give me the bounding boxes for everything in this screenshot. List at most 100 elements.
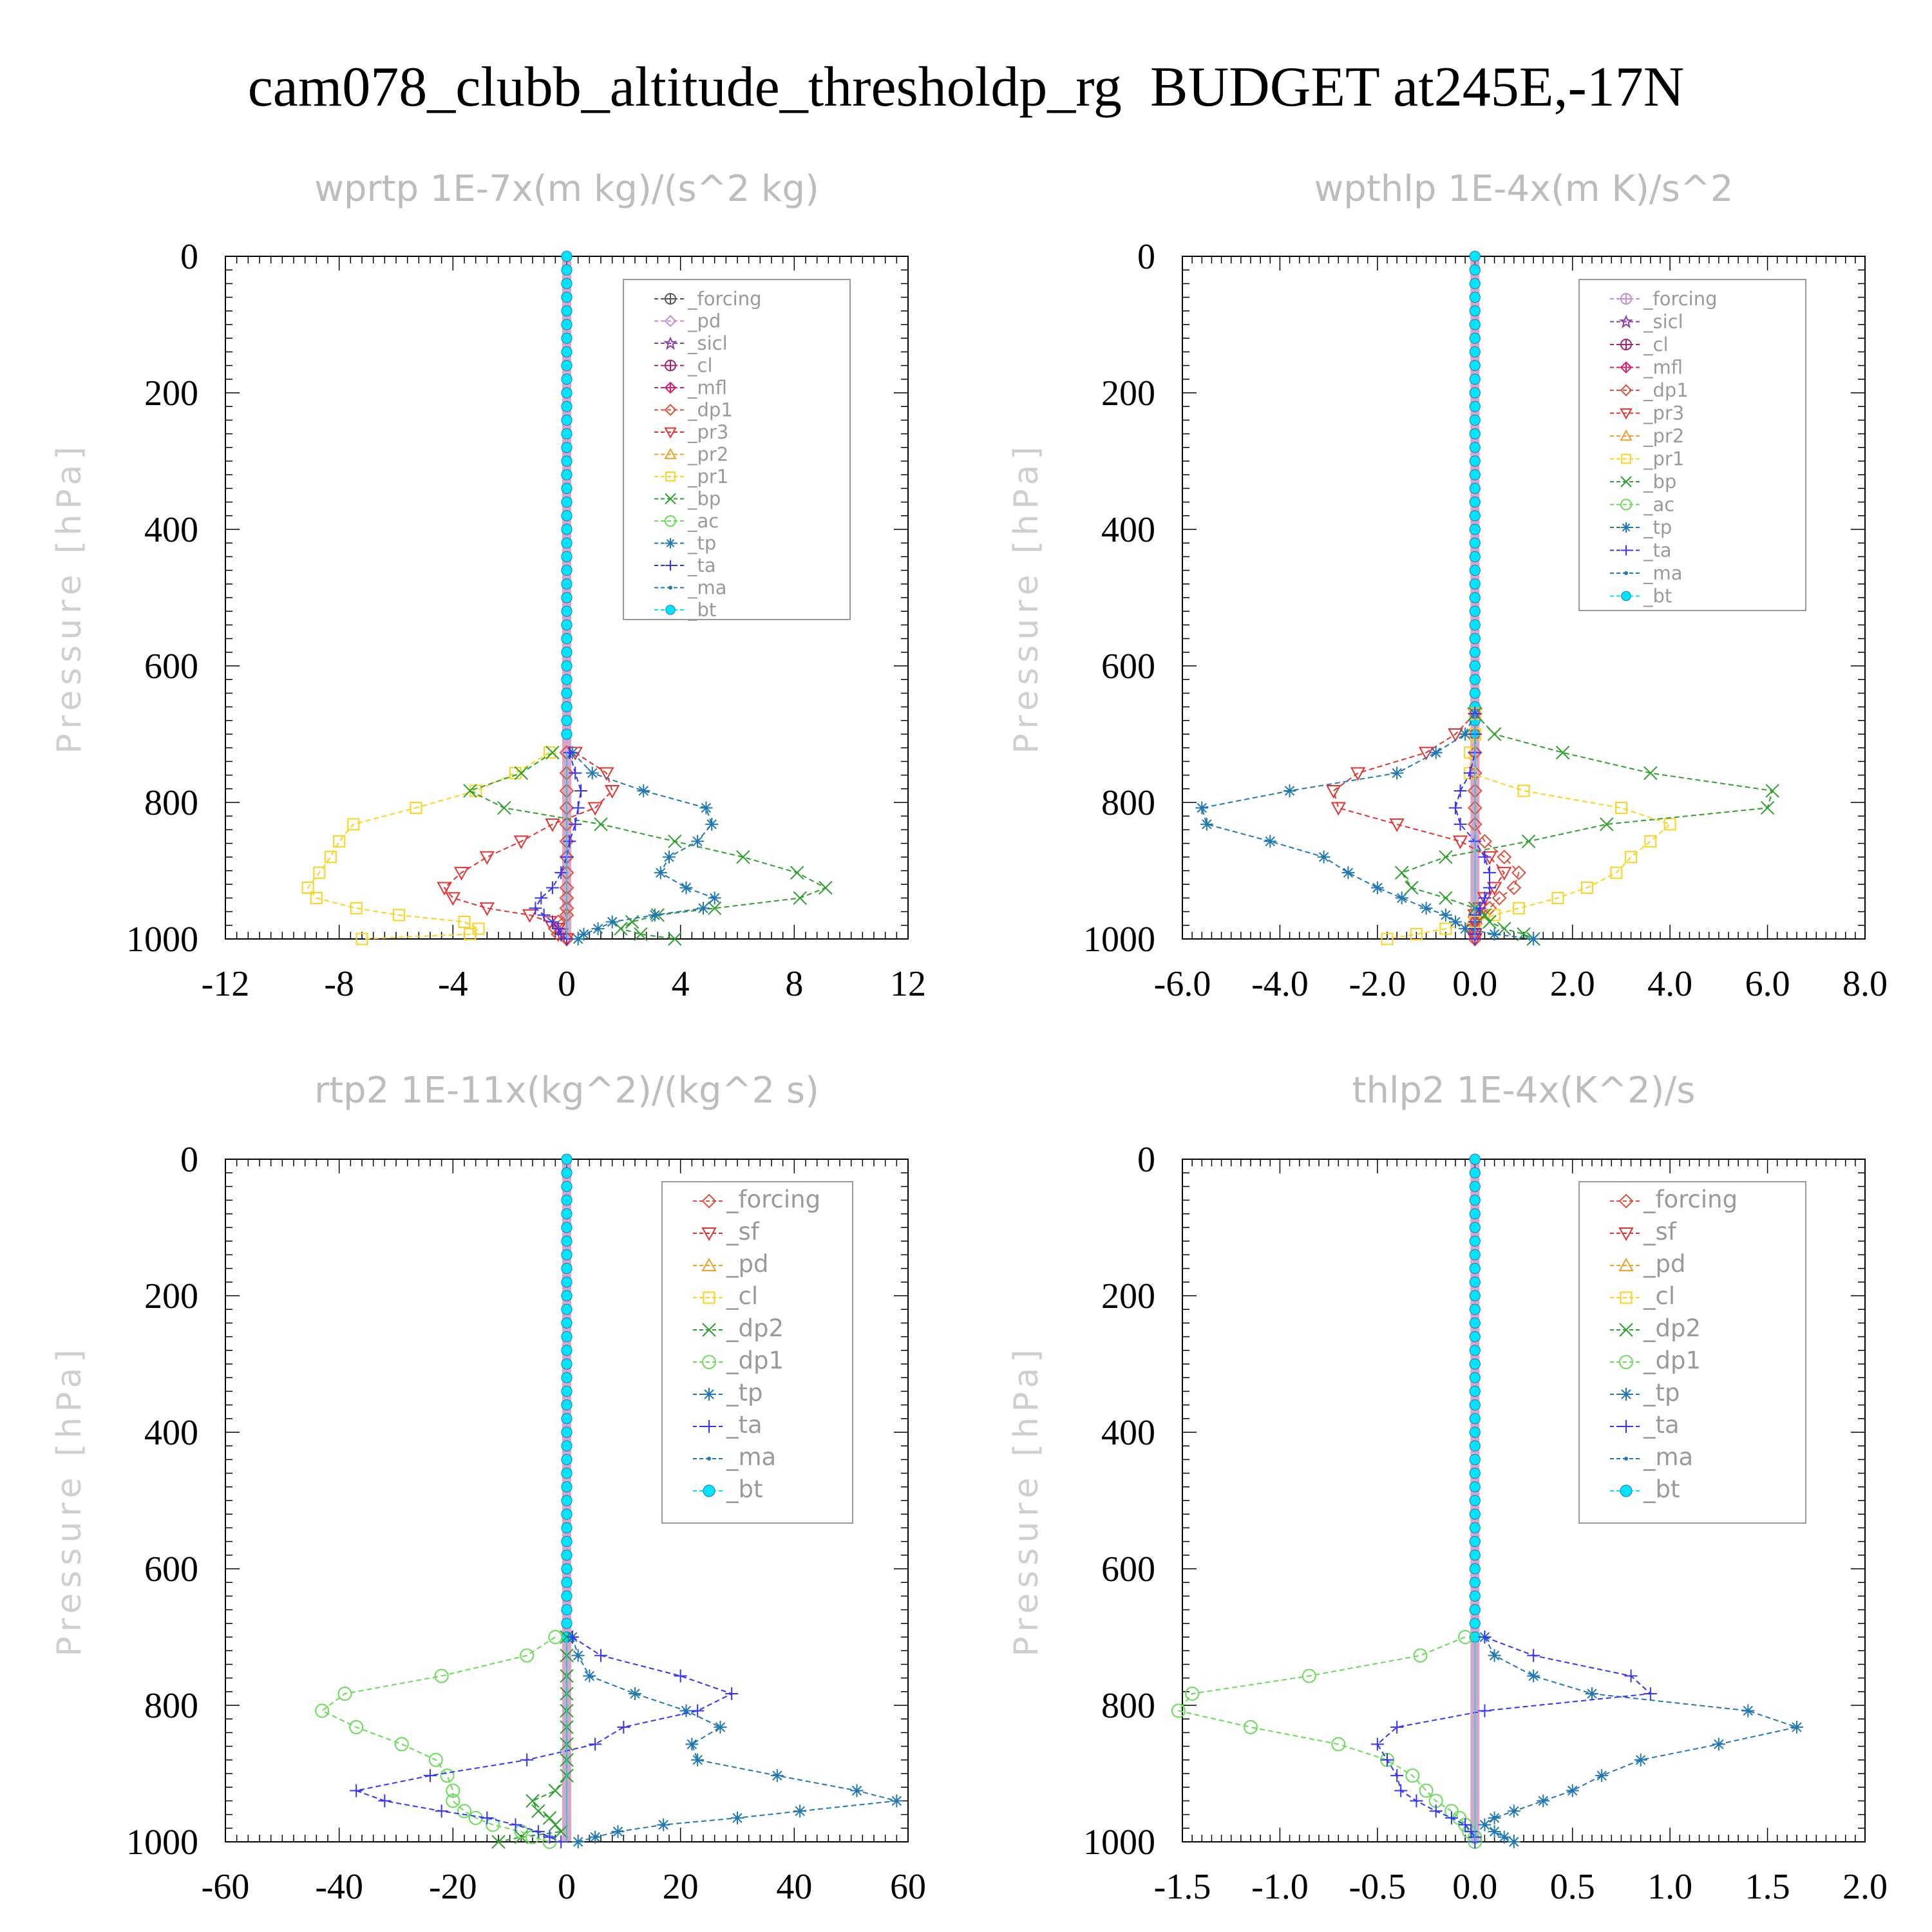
legend-item-cl: _cl — [654, 355, 713, 377]
data-point — [890, 1794, 904, 1808]
data-point — [453, 867, 469, 881]
legend-marker — [703, 1291, 715, 1304]
x-tick-label: -1.0 — [1251, 1867, 1309, 1907]
series-bp — [463, 745, 833, 946]
zero-column-marker — [1469, 497, 1481, 508]
zero-column-marker — [561, 1358, 573, 1370]
zero-column-marker — [561, 1331, 573, 1343]
data-point — [1395, 891, 1408, 905]
legend-marker — [1621, 522, 1631, 533]
legend-item-ac: _ac — [654, 510, 719, 532]
data-point — [479, 902, 495, 916]
legend-label: _tp — [687, 533, 716, 554]
zero-column-marker — [1469, 687, 1481, 699]
legend-marker — [1620, 1420, 1633, 1433]
legend-label: _bt — [1643, 585, 1672, 607]
zero-column-marker — [561, 647, 573, 658]
legend-label: _tp — [726, 1379, 763, 1406]
legend-label: _cl — [726, 1282, 758, 1310]
legend-box — [661, 1181, 853, 1524]
zero-column-marker — [1469, 1222, 1481, 1233]
zero-column-marker — [1469, 428, 1481, 440]
data-point — [480, 1811, 494, 1824]
data-point — [1580, 882, 1593, 894]
legend-marker — [664, 404, 677, 416]
zero-column-marker — [1469, 1549, 1481, 1561]
data-point — [1454, 817, 1467, 831]
zero-column-marker — [561, 1549, 573, 1561]
zero-column-marker — [561, 1195, 573, 1206]
data-point — [1478, 891, 1492, 905]
data-point — [634, 927, 648, 942]
y-tick-label: 800 — [144, 1686, 198, 1726]
series-line — [443, 752, 613, 940]
data-point — [1410, 1794, 1423, 1808]
legend-marker — [664, 315, 677, 327]
data-point — [1527, 1649, 1540, 1662]
zero-column-marker — [1469, 1345, 1481, 1356]
data-point — [1444, 1811, 1458, 1824]
series-dp1 — [1171, 1630, 1482, 1849]
legend-label: _tp — [1643, 516, 1672, 538]
zero-column-marker — [1469, 1372, 1481, 1383]
data-point — [569, 766, 582, 780]
zero-column-marker — [561, 374, 573, 385]
data-point — [571, 1649, 585, 1662]
x-tick-label: 40 — [776, 1867, 812, 1907]
legend-item-dp1: _dp1 — [654, 399, 733, 421]
legend-marker — [701, 1257, 717, 1271]
y-tick-label: 0 — [1137, 237, 1155, 277]
zero-column-marker — [561, 1522, 573, 1533]
series-pr3 — [1326, 708, 1512, 947]
legend-item-pr1: _pr1 — [1610, 448, 1684, 470]
zero-column-marker — [1469, 1195, 1481, 1206]
legend-item-ma: _ma — [1610, 1443, 1693, 1471]
zero-column-marker — [561, 1413, 573, 1425]
legend-item-pd: _pd — [693, 1250, 768, 1278]
panel-title: wpthlp 1E-4x(m K)/s^2 — [1314, 168, 1733, 210]
data-point — [1419, 1783, 1434, 1798]
y-tick-label: 1000 — [1083, 1823, 1155, 1862]
legend-item-dp2: _dp2 — [1610, 1314, 1701, 1342]
zero-column-marker — [1469, 674, 1481, 685]
series-tp — [565, 746, 721, 945]
data-point — [679, 881, 693, 895]
legend-item-forcing: _forcing — [654, 288, 762, 310]
zero-column-marker — [561, 1263, 573, 1274]
data-point — [440, 1768, 455, 1783]
data-point — [509, 1818, 522, 1832]
data-point — [571, 1835, 585, 1848]
legend-label: _ma — [726, 1443, 776, 1471]
zero-column-marker — [561, 578, 573, 590]
series-pr3 — [437, 746, 620, 947]
data-point — [725, 1687, 739, 1700]
zero-column-marker — [561, 1317, 573, 1329]
data-point — [435, 1804, 448, 1818]
data-point — [1454, 784, 1467, 797]
series-line — [535, 752, 582, 940]
data-point — [1459, 728, 1472, 741]
data-point — [491, 1835, 506, 1849]
legend-label: _bt — [687, 599, 716, 621]
data-point — [1517, 784, 1530, 797]
zero-column-marker — [561, 1372, 573, 1383]
data-point — [545, 915, 559, 929]
data-point — [1527, 933, 1540, 945]
series-dp1 — [315, 1630, 563, 1849]
data-point — [1331, 1737, 1346, 1752]
y-tick-label: 400 — [144, 510, 198, 550]
y-tick-label: 400 — [1101, 1413, 1155, 1453]
zero-column-marker — [1469, 578, 1481, 590]
legend-item-dp1: _dp1 — [1610, 379, 1689, 401]
data-point — [1595, 1769, 1609, 1783]
data-point — [310, 891, 323, 904]
x-tick-label: 0 — [558, 964, 576, 1004]
data-point — [1551, 891, 1564, 904]
legend-marker — [665, 493, 676, 505]
zero-column-marker — [1469, 1167, 1481, 1179]
legend-label: _dp2 — [726, 1314, 784, 1342]
legend-label: _sicl — [1643, 311, 1683, 333]
zero-column-marker — [1469, 1522, 1481, 1533]
legend-marker — [663, 336, 677, 350]
data-point — [1497, 867, 1512, 881]
